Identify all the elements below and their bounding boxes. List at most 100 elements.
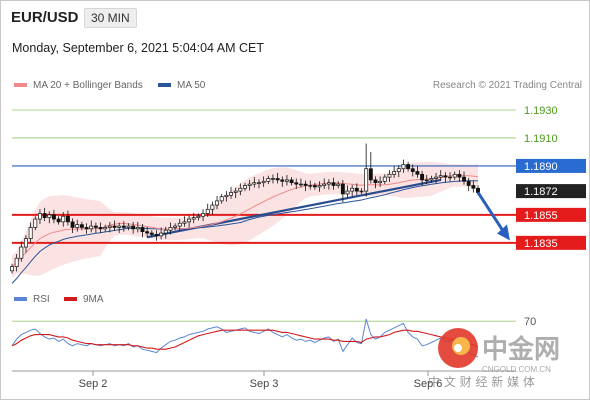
candle-body [457, 173, 462, 178]
candle-body [280, 179, 285, 182]
candle-body [65, 215, 70, 223]
level-label-1.1872: 1.1872 [524, 186, 558, 198]
candle-body [429, 178, 434, 181]
chart-header: EUR/USD 30 MIN [0, 0, 588, 36]
candle-body [205, 208, 210, 214]
x-tick-label-1: Sep 3 [250, 378, 279, 390]
legend-9ma-swatch [64, 297, 77, 302]
candle-body [42, 213, 47, 219]
bollinger-bands [12, 161, 478, 278]
candle-body [229, 192, 233, 196]
legend-ma50-label: MA 50 [177, 80, 206, 91]
candle-body [257, 182, 261, 184]
candle-body [79, 224, 84, 228]
level-label-bg-1.1835 [516, 235, 586, 250]
candle-body [317, 185, 322, 188]
level-label-1.1930: 1.1930 [524, 105, 558, 117]
candle-body [38, 213, 42, 220]
candle-body [61, 215, 66, 223]
candle-body [420, 173, 425, 181]
candle-body [33, 218, 38, 228]
candle-body [24, 238, 28, 248]
candle-body [247, 183, 252, 186]
watermark-logo-dot [454, 344, 462, 352]
candle-body [266, 178, 271, 182]
chart-datetime: Monday, September 6, 2021 5:04:04 AM CET [12, 41, 264, 55]
candle-body [98, 227, 103, 230]
rsi-level-label-70: 70 [524, 316, 536, 328]
x-axis: Sep 2 Sep 3 Sep 6 [12, 370, 516, 390]
timeframe-button[interactable]: 30 MIN [84, 8, 137, 28]
candle-body [121, 225, 126, 228]
x-tick-label-2: Sep 6 [414, 378, 443, 390]
candle-body [284, 179, 289, 182]
forecast-arrow-head [497, 224, 510, 241]
candle-body [233, 190, 238, 193]
x-tick-label-0: Sep 2 [79, 378, 108, 390]
candle-body [359, 190, 364, 193]
candlesticks [10, 143, 480, 274]
candle-body [182, 221, 187, 224]
candle-body [298, 183, 303, 186]
candle-body [401, 164, 406, 170]
level-label-1.1890: 1.1890 [524, 161, 558, 173]
candle-body [312, 185, 317, 188]
candle-body [415, 171, 420, 175]
candle-body [107, 225, 112, 228]
candle-body [350, 187, 355, 192]
legend-rsi: RSI [14, 294, 50, 305]
candle-body [89, 225, 94, 230]
candle-body [84, 227, 89, 230]
candle-body [159, 232, 164, 237]
candle-body [201, 213, 206, 217]
candle-body [10, 266, 14, 272]
level-label-1.1835: 1.1835 [524, 238, 558, 250]
research-credit: Research © 2021 Trading Central [432, 80, 582, 91]
candle-body [154, 234, 159, 237]
candle-body [382, 176, 387, 182]
legend-ma20-label: MA 20 + Bollinger Bands [33, 80, 143, 91]
candle-body [224, 194, 229, 198]
candle-body [275, 178, 280, 181]
candle-body [308, 185, 313, 187]
level-label-bg-1.1855 [516, 207, 586, 222]
candle-body [387, 173, 392, 178]
candle-body [345, 190, 350, 195]
candle-body [215, 200, 219, 206]
candle-body [28, 227, 33, 239]
level-label-bg-1.1890 [516, 158, 586, 173]
rsi-panel: 70 [11, 316, 536, 358]
candle-body [187, 218, 192, 223]
symbol-label: EUR/USD [11, 9, 79, 26]
candle-body [135, 227, 140, 230]
candle-body [434, 176, 439, 179]
legend-9ma-label: 9MA [83, 294, 104, 305]
candle-body [340, 183, 345, 195]
candle-body [177, 222, 182, 227]
candle-body [410, 168, 415, 172]
candle-body [145, 231, 150, 234]
candle-body [56, 218, 61, 223]
candle-body [19, 246, 24, 259]
candle-body [117, 225, 122, 228]
candle-body [93, 225, 98, 228]
candle-body [368, 168, 373, 181]
watermark-name: 中金网 [482, 334, 560, 365]
candle-body [448, 176, 452, 179]
legend-ma20: MA 20 + Bollinger Bands [14, 80, 143, 91]
candle-body [364, 168, 369, 192]
level-label-bg-1.1872 [516, 184, 586, 199]
forecast-arrow-shaft [476, 191, 508, 237]
bollinger-band-area [12, 161, 478, 278]
watermark-tagline: 中 文 财 经 新 媒 体 [428, 374, 535, 389]
candle-body [70, 221, 75, 228]
rsi-line [11, 318, 479, 358]
candle-body [103, 227, 108, 230]
ma50-line [11, 180, 479, 284]
candle-body [396, 168, 401, 172]
candle-body [322, 183, 327, 186]
candle-body [438, 175, 443, 178]
candle-body [326, 182, 331, 185]
candle-body [112, 225, 117, 228]
